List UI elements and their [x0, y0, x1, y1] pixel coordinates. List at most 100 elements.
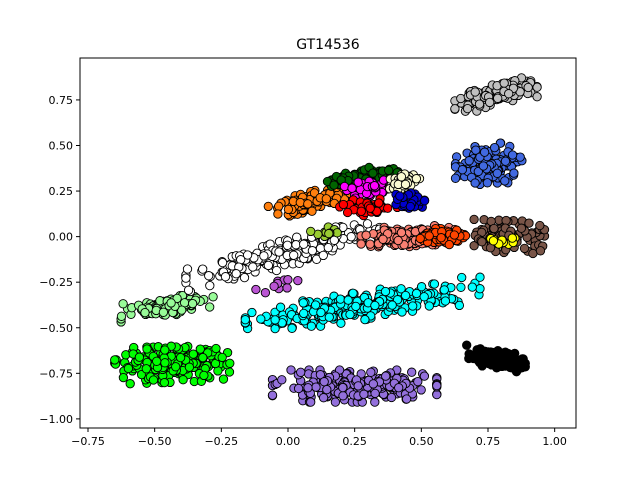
scatter-point-cluster-7 — [274, 247, 284, 257]
scatter-point-cluster-3 — [381, 371, 391, 381]
y-tick-label: 0.50 — [49, 139, 74, 152]
scatter-point-cluster-7 — [307, 246, 318, 256]
scatter-point-cluster-16 — [516, 223, 527, 233]
scatter-point-cluster-16 — [535, 220, 545, 231]
scatter-point-cluster-8 — [295, 197, 305, 208]
x-tick-label: −0.75 — [71, 435, 105, 448]
scatter-point-cluster-16 — [489, 223, 499, 234]
scatter-point-cluster-6 — [416, 282, 427, 292]
scatter-point-cluster-15 — [449, 230, 460, 240]
scatter-point-cluster-4 — [217, 352, 227, 363]
scatter-point-cluster-5 — [116, 311, 127, 321]
scatter-point-cluster-19 — [269, 281, 279, 291]
scatter-point-cluster-3 — [413, 376, 423, 387]
scatter-point-cluster-4 — [198, 352, 208, 363]
scatter-point-cluster-7 — [318, 250, 328, 261]
scatter-point-cluster-6 — [397, 307, 407, 317]
scatter-point-cluster-2 — [506, 361, 516, 372]
y-tick-label: −1.00 — [39, 413, 73, 426]
scatter-point-cluster-1 — [457, 165, 468, 175]
scatter-point-cluster-6 — [424, 301, 434, 311]
scatter-point-cluster-1 — [470, 178, 480, 188]
scatter-point-cluster-9 — [368, 168, 378, 178]
scatter-point-cluster-16 — [477, 237, 487, 247]
scatter-point-cluster-2 — [468, 353, 479, 364]
scatter-point-cluster-11 — [383, 203, 393, 213]
scatter-point-cluster-6 — [440, 296, 451, 306]
chart-title: GT14536 — [296, 37, 360, 53]
scatter-point-cluster-5 — [205, 302, 215, 312]
scatter-point-cluster-7 — [362, 219, 373, 229]
scatter-point-cluster-3 — [338, 382, 348, 393]
scatter-point-cluster-5 — [187, 298, 198, 309]
scatter-point-cluster-6 — [299, 308, 309, 319]
scatter-point-cluster-12 — [396, 172, 407, 182]
scatter-point-cluster-6 — [411, 288, 422, 299]
scatter-point-cluster-6 — [408, 301, 418, 311]
scatter-point-cluster-16 — [501, 215, 511, 226]
scatter-point-cluster-6 — [335, 294, 346, 304]
scatter-point-cluster-6 — [275, 302, 286, 312]
scatter-point-cluster-0 — [456, 93, 466, 104]
scatter-point-cluster-3 — [303, 383, 313, 393]
scatter-point-cluster-3 — [267, 390, 278, 400]
scatter-point-cluster-8 — [283, 204, 294, 215]
scatter-point-cluster-8 — [274, 201, 284, 211]
scatter-point-cluster-4 — [184, 362, 195, 372]
scatter-point-cluster-6 — [345, 309, 355, 320]
scatter-point-cluster-3 — [311, 382, 321, 392]
scatter-point-cluster-11 — [342, 207, 353, 218]
scatter-point-cluster-0 — [493, 93, 503, 103]
scatter-point-cluster-7 — [217, 257, 228, 268]
scatter-point-cluster-13 — [395, 191, 405, 201]
scatter-point-cluster-3 — [359, 389, 369, 399]
scatter-point-cluster-6 — [454, 300, 465, 311]
scatter-point-cluster-7 — [271, 265, 282, 276]
scatter-point-cluster-6 — [336, 318, 346, 328]
scatter-point-cluster-3 — [432, 380, 442, 391]
scatter-point-cluster-4 — [178, 375, 188, 385]
scatter-point-cluster-0 — [504, 89, 514, 99]
scatter-point-cluster-6 — [429, 279, 440, 289]
scatter-point-cluster-7 — [183, 285, 194, 295]
scatter-point-cluster-1 — [450, 173, 461, 183]
scatter-point-cluster-3 — [296, 367, 306, 377]
scatter-point-cluster-1 — [464, 156, 474, 166]
scatter-point-cluster-7 — [205, 280, 215, 291]
scatter-point-cluster-7 — [346, 232, 356, 242]
scatter-point-cluster-6 — [310, 300, 321, 310]
scatter-point-cluster-17 — [488, 236, 499, 246]
scatter-point-cluster-11 — [374, 198, 384, 208]
scatter-point-cluster-3 — [419, 371, 430, 381]
scatter-point-cluster-7 — [263, 260, 274, 271]
scatter-point-cluster-7 — [198, 264, 208, 274]
scatter-point-cluster-6 — [270, 315, 280, 325]
scatter-point-cluster-6 — [475, 284, 485, 294]
scatter-point-cluster-1 — [507, 150, 518, 160]
plot-area-frame — [79, 57, 577, 429]
scatter-point-cluster-11 — [365, 203, 375, 213]
scatter-point-cluster-5 — [140, 307, 150, 318]
scatter-point-cluster-0 — [499, 78, 509, 88]
x-tick-label: −0.25 — [204, 435, 238, 448]
scatter-point-cluster-6 — [475, 272, 485, 282]
scatter-point-cluster-3 — [407, 367, 417, 377]
scatter-point-cluster-18 — [306, 226, 316, 237]
scatter-point-cluster-4 — [148, 375, 159, 385]
scatter-point-cluster-6 — [400, 290, 411, 301]
scatter-point-cluster-6 — [419, 292, 429, 302]
scatter-point-cluster-4 — [195, 344, 205, 354]
scatter-point-cluster-16 — [469, 214, 479, 225]
scatter-point-cluster-4 — [175, 352, 186, 363]
scatter-point-cluster-8 — [321, 194, 331, 204]
y-axis: −1.00 −0.75 −0.50 −0.25 0.00 0.25 0.50 0.75 — [39, 94, 80, 426]
scatter-point-cluster-9 — [329, 180, 339, 190]
scatter-point-cluster-16 — [528, 248, 538, 259]
scatter-point-cluster-8 — [303, 199, 313, 209]
scatter-point-cluster-4 — [171, 362, 181, 372]
scatter-point-cluster-1 — [500, 156, 511, 166]
scatter-point-cluster-3 — [432, 389, 442, 400]
scatter-point-cluster-15 — [415, 233, 425, 244]
scatter-point-cluster-0 — [532, 92, 542, 102]
scatter-point-cluster-6 — [306, 321, 317, 331]
